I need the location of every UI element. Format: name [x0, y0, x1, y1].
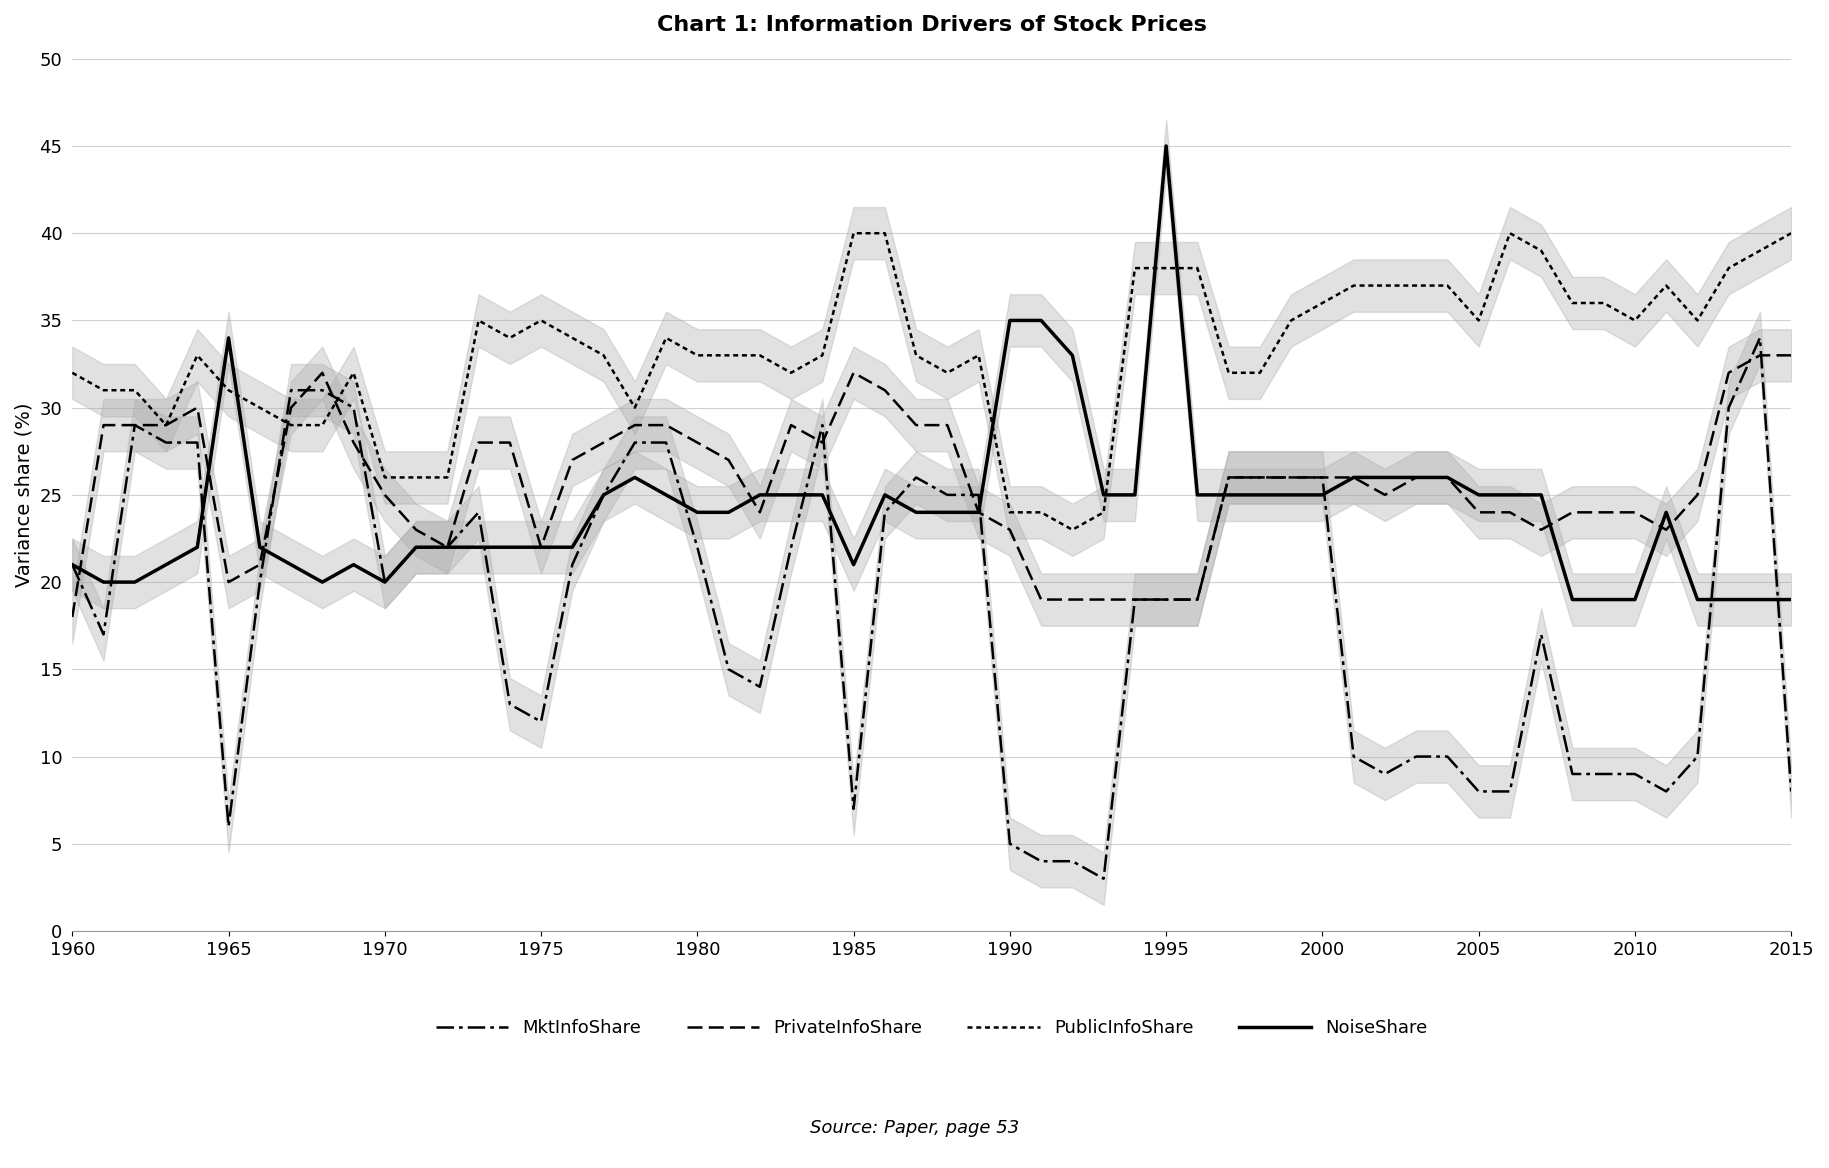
Line: PrivateInfoShare: PrivateInfoShare — [73, 355, 1791, 617]
NoiseShare — [1218, 488, 1240, 502]
PrivateInfoShare — [1374, 488, 1396, 502]
MktInfoShare — [1780, 785, 1802, 799]
NoiseShare — [1562, 592, 1584, 606]
NoiseShare — [62, 557, 84, 571]
NoiseShare — [1030, 313, 1052, 327]
Title: Chart 1: Information Drivers of Stock Prices: Chart 1: Information Drivers of Stock Pr… — [657, 15, 1207, 35]
PublicInfoShare — [1780, 227, 1802, 241]
MktInfoShare — [1218, 471, 1240, 485]
PublicInfoShare — [686, 348, 708, 362]
PrivateInfoShare — [62, 610, 84, 624]
NoiseShare — [1156, 139, 1178, 153]
MktInfoShare — [1030, 854, 1052, 868]
Line: MktInfoShare: MktInfoShare — [73, 338, 1791, 878]
NoiseShare — [93, 575, 115, 589]
MktInfoShare — [1092, 871, 1114, 885]
NoiseShare — [1405, 471, 1427, 485]
Text: Source: Paper, page 53: Source: Paper, page 53 — [810, 1119, 1019, 1136]
MktInfoShare — [1156, 592, 1178, 606]
PrivateInfoShare — [1780, 348, 1802, 362]
PrivateInfoShare — [1030, 592, 1052, 606]
Legend: MktInfoShare, PrivateInfoShare, PublicInfoShare, NoiseShare: MktInfoShare, PrivateInfoShare, PublicIn… — [428, 1011, 1434, 1044]
Line: NoiseShare: NoiseShare — [73, 146, 1791, 599]
PrivateInfoShare — [686, 436, 708, 450]
NoiseShare — [1123, 488, 1145, 502]
PublicInfoShare — [1092, 506, 1114, 520]
NoiseShare — [1780, 592, 1802, 606]
PublicInfoShare — [62, 366, 84, 380]
MktInfoShare — [93, 627, 115, 641]
PublicInfoShare — [1061, 523, 1083, 537]
PublicInfoShare — [1436, 278, 1458, 292]
PublicInfoShare — [1249, 366, 1271, 380]
Y-axis label: Variance share (%): Variance share (%) — [15, 403, 35, 588]
PrivateInfoShare — [1123, 592, 1145, 606]
NoiseShare — [686, 506, 708, 520]
MktInfoShare — [1405, 750, 1427, 764]
PrivateInfoShare — [93, 418, 115, 432]
PublicInfoShare — [1187, 262, 1209, 276]
MktInfoShare — [1749, 331, 1770, 345]
PublicInfoShare — [93, 383, 115, 397]
PrivateInfoShare — [1749, 348, 1770, 362]
PublicInfoShare — [843, 227, 865, 241]
PrivateInfoShare — [1187, 592, 1209, 606]
MktInfoShare — [686, 541, 708, 555]
MktInfoShare — [62, 557, 84, 571]
Line: PublicInfoShare: PublicInfoShare — [73, 234, 1791, 530]
